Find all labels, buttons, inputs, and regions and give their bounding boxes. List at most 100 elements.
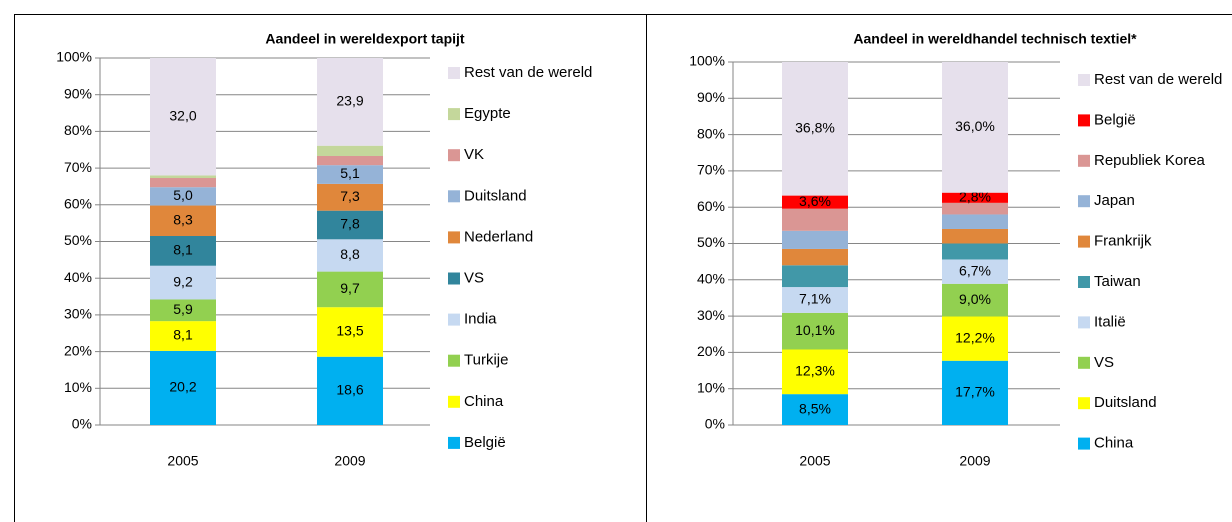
bar-segment bbox=[317, 356, 383, 425]
y-tick-label: 80% bbox=[64, 122, 92, 138]
bar-segment bbox=[317, 210, 383, 240]
data-label: 5,0 bbox=[173, 187, 193, 203]
legend-label: Rest van de wereld bbox=[464, 64, 592, 81]
x-tick-label: 2005 bbox=[167, 453, 198, 469]
legend-label: Egypte bbox=[464, 105, 511, 122]
bar-segment bbox=[942, 316, 1008, 361]
bar-segment bbox=[150, 321, 216, 351]
bar-segment bbox=[317, 239, 383, 272]
data-label: 12,3% bbox=[795, 363, 835, 379]
y-tick-label: 10% bbox=[64, 379, 92, 395]
bar-segment bbox=[317, 145, 383, 156]
legend-swatch bbox=[1078, 235, 1090, 248]
legend-swatch bbox=[1078, 356, 1090, 369]
legend-swatch bbox=[448, 108, 460, 121]
data-label: 17,7% bbox=[955, 384, 995, 400]
legend-swatch bbox=[448, 231, 460, 244]
bar-segment bbox=[782, 248, 848, 266]
y-tick-label: 100% bbox=[689, 53, 725, 69]
bar-segment bbox=[782, 265, 848, 288]
legend-label: VS bbox=[1094, 354, 1114, 371]
bar-segment bbox=[317, 58, 383, 146]
bar-segment bbox=[782, 230, 848, 249]
data-label: 13,5 bbox=[336, 323, 363, 339]
legend-swatch bbox=[1078, 114, 1090, 127]
legend-swatch bbox=[1078, 195, 1090, 208]
data-label: 32,0 bbox=[169, 107, 196, 123]
y-tick-label: 0% bbox=[72, 416, 92, 432]
legend-swatch bbox=[448, 313, 460, 326]
data-label: 18,6 bbox=[336, 382, 363, 398]
bar-segment bbox=[942, 283, 1008, 317]
legend-label: China bbox=[464, 393, 504, 410]
legend-swatch bbox=[448, 272, 460, 285]
bar-segment bbox=[150, 299, 216, 322]
data-label: 8,1 bbox=[173, 242, 193, 258]
bar-segment bbox=[782, 287, 848, 313]
legend-label: China bbox=[1094, 435, 1134, 452]
bar-segment bbox=[317, 165, 383, 184]
x-tick-label: 2009 bbox=[334, 453, 365, 469]
legend-swatch bbox=[1078, 316, 1090, 329]
legend-label: Frankrijk bbox=[1094, 233, 1152, 250]
y-tick-label: 70% bbox=[64, 159, 92, 175]
legend-label: België bbox=[1094, 111, 1136, 128]
chart: Aandeel in wereldhandel technisch textie… bbox=[689, 31, 1222, 469]
legend-swatch bbox=[448, 149, 460, 162]
bar-segment bbox=[150, 265, 216, 300]
panel-frame bbox=[646, 14, 1232, 522]
bar-segment bbox=[942, 228, 1008, 244]
legend-swatch bbox=[1078, 397, 1090, 410]
bar-segment bbox=[150, 235, 216, 266]
bar-segment bbox=[782, 394, 848, 425]
legend-label: Italië bbox=[1094, 313, 1126, 330]
y-tick-label: 100% bbox=[56, 49, 92, 65]
legend-label: Nederland bbox=[464, 228, 533, 245]
y-tick-label: 60% bbox=[697, 198, 725, 214]
bar-segment bbox=[150, 178, 216, 188]
data-label: 5,9 bbox=[173, 301, 193, 317]
y-tick-label: 70% bbox=[697, 162, 725, 178]
chart-title: Aandeel in wereldexport tapijt bbox=[265, 31, 464, 47]
bar-segment bbox=[150, 58, 216, 176]
bar-segment bbox=[317, 183, 383, 211]
data-label: 36,0% bbox=[955, 118, 995, 134]
legend-label: Rest van de wereld bbox=[1094, 71, 1222, 88]
chart-title: Aandeel in wereldhandel technisch textie… bbox=[853, 31, 1137, 47]
x-tick-label: 2005 bbox=[799, 453, 830, 469]
bar-segment bbox=[942, 62, 1008, 193]
y-tick-label: 40% bbox=[64, 269, 92, 285]
legend-swatch bbox=[448, 190, 460, 203]
y-tick-label: 40% bbox=[697, 271, 725, 287]
legend-label: Duitsland bbox=[1094, 394, 1157, 411]
legend-swatch bbox=[1078, 154, 1090, 167]
y-tick-label: 90% bbox=[697, 89, 725, 105]
bar-segment bbox=[942, 214, 1008, 229]
bar-segment bbox=[942, 360, 1008, 425]
bar-segment bbox=[942, 243, 1008, 260]
legend-label: Duitsland bbox=[464, 187, 527, 204]
legend-label: Taiwan bbox=[1094, 273, 1141, 290]
y-tick-label: 60% bbox=[64, 196, 92, 212]
y-tick-label: 20% bbox=[697, 343, 725, 359]
data-label: 7,8 bbox=[340, 216, 360, 232]
data-label: 3,6% bbox=[799, 193, 831, 209]
bar-segment bbox=[150, 175, 216, 179]
y-tick-label: 10% bbox=[697, 379, 725, 395]
bar-segment bbox=[317, 307, 383, 357]
legend-swatch bbox=[1078, 437, 1090, 450]
bar-segment bbox=[150, 350, 216, 425]
data-label: 8,1 bbox=[173, 327, 193, 343]
bar-segment bbox=[782, 312, 848, 350]
data-label: 9,0% bbox=[959, 291, 991, 307]
bar-segment bbox=[942, 259, 1008, 284]
bar-segment bbox=[317, 155, 383, 166]
legend-swatch bbox=[448, 436, 460, 449]
data-label: 20,2 bbox=[169, 379, 196, 395]
legend-swatch bbox=[448, 67, 460, 79]
bar-segment bbox=[150, 205, 216, 236]
chart: Aandeel in wereldexport tapijt 0% 10% 20% 30… bbox=[56, 31, 592, 469]
legend-swatch bbox=[1078, 74, 1090, 86]
legend-swatch bbox=[448, 395, 460, 408]
